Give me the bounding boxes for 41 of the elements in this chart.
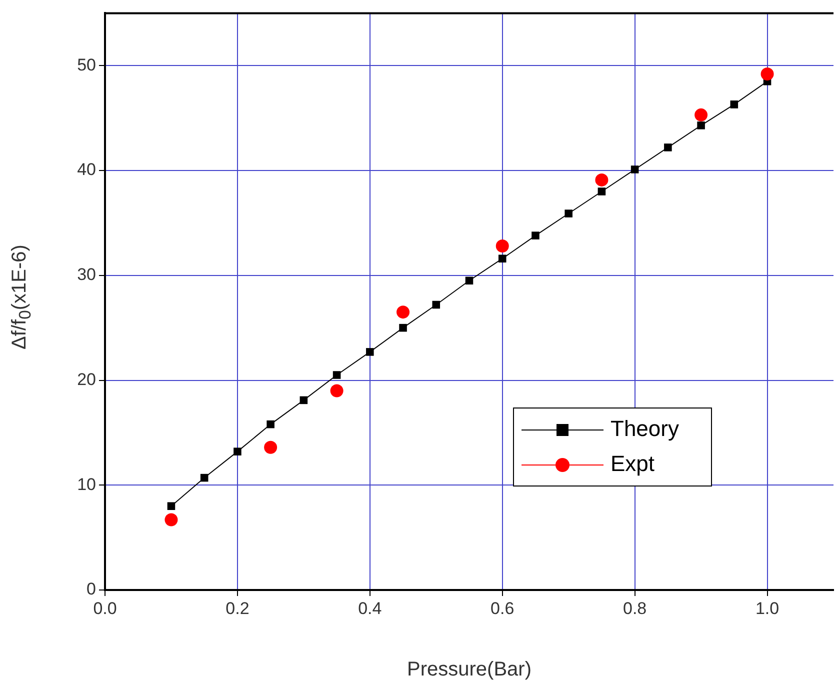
point: [167, 502, 176, 510]
point: [630, 166, 639, 174]
point: [760, 68, 774, 81]
x-axis-title: Pressure(Bar): [407, 658, 532, 681]
x-tick-label: 0.8: [623, 598, 647, 618]
y-tick-label: 30: [77, 265, 96, 284]
point: [330, 384, 344, 398]
point: [164, 513, 178, 526]
legend-label: Expt: [610, 451, 655, 476]
x-tick-label: 1.0: [755, 598, 780, 618]
y-tick-label: 20: [77, 370, 96, 389]
point: [532, 232, 540, 240]
y-tick-label: 10: [77, 474, 96, 494]
point: [396, 306, 410, 319]
point: [399, 324, 407, 332]
x-tick-label: 0.4: [358, 598, 382, 618]
point: [264, 440, 278, 454]
x-tick-label: 0.2: [226, 598, 250, 618]
x-tick-label: 0.0: [93, 598, 117, 618]
point: [664, 144, 672, 152]
point: [366, 348, 374, 356]
point: [332, 371, 341, 379]
point: [730, 100, 738, 108]
point: [697, 122, 705, 130]
point: [266, 420, 274, 428]
point: [465, 276, 474, 285]
x-tick-label: 0.6: [490, 598, 514, 618]
point: [595, 173, 608, 186]
point: [564, 210, 572, 218]
point: [432, 300, 440, 309]
point: [234, 448, 242, 456]
point: [694, 108, 708, 122]
point: [598, 188, 606, 196]
point: [496, 240, 509, 253]
legend-label: Theory: [610, 416, 679, 442]
y-tick-label: 40: [77, 160, 96, 180]
point: [498, 254, 506, 262]
y-tick-label: 0: [86, 580, 96, 599]
point: [300, 396, 308, 404]
y-tick-label: 50: [77, 55, 96, 74]
point: [200, 474, 208, 482]
